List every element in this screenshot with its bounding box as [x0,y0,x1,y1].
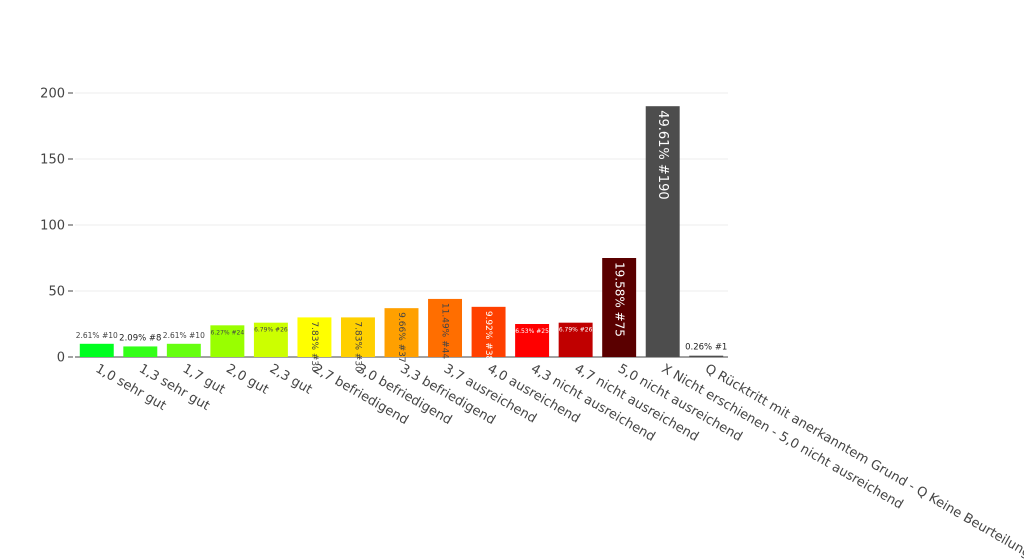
bar [253,322,288,357]
data-label: 49.61% #190 [655,110,670,199]
bars [79,106,724,357]
data-label: 2.61% #10 [163,331,205,340]
bar [558,322,593,357]
bar [297,317,332,357]
y-tick-label: 200 [40,87,65,102]
data-label: 9.92% #38 [483,311,493,362]
bar [79,343,114,357]
x-tick-label: 2,3 gut [267,361,315,397]
y-axis: 0 50 100 150 200 [40,87,73,366]
y-tick-label: 50 [48,285,65,300]
data-label: 7.83% #30 [352,321,362,372]
x-tick-label: Q Rücktritt mit anerkanntem Grund - Q Ke… [702,361,1024,560]
bar [689,355,724,357]
y-tick-label: 150 [40,153,65,168]
bar [645,106,680,357]
data-label: 6.27% #24 [211,329,245,336]
y-tick-label: 100 [40,219,65,234]
bar [123,346,158,357]
bar [515,324,550,357]
data-label: 2.09% #8 [119,333,161,343]
data-label: 2.61% #10 [76,331,118,340]
bar [384,308,419,357]
data-label: 11.49% #44 [440,303,450,359]
data-label: 19.58% #75 [613,262,627,337]
bar [166,343,201,357]
data-label: 6.79% #26 [559,327,593,334]
bar [210,325,245,357]
data-labels: 2.61% #10 2.09% #8 2.61% #10 6.27% #24 6.79%… [76,110,728,372]
bar [340,317,375,357]
data-label: 9.66% #37 [396,312,406,362]
bar [602,258,637,357]
bar [471,306,506,357]
y-tick-label: 0 [57,351,65,366]
x-tick-label: 2,0 gut [223,361,271,397]
data-label: 6.79% #26 [254,327,288,334]
data-label: 0.26% #1 [685,343,727,353]
data-label: 7.83% #30 [309,321,319,372]
bar [428,298,463,357]
data-label: 6.53% #25 [515,328,549,335]
